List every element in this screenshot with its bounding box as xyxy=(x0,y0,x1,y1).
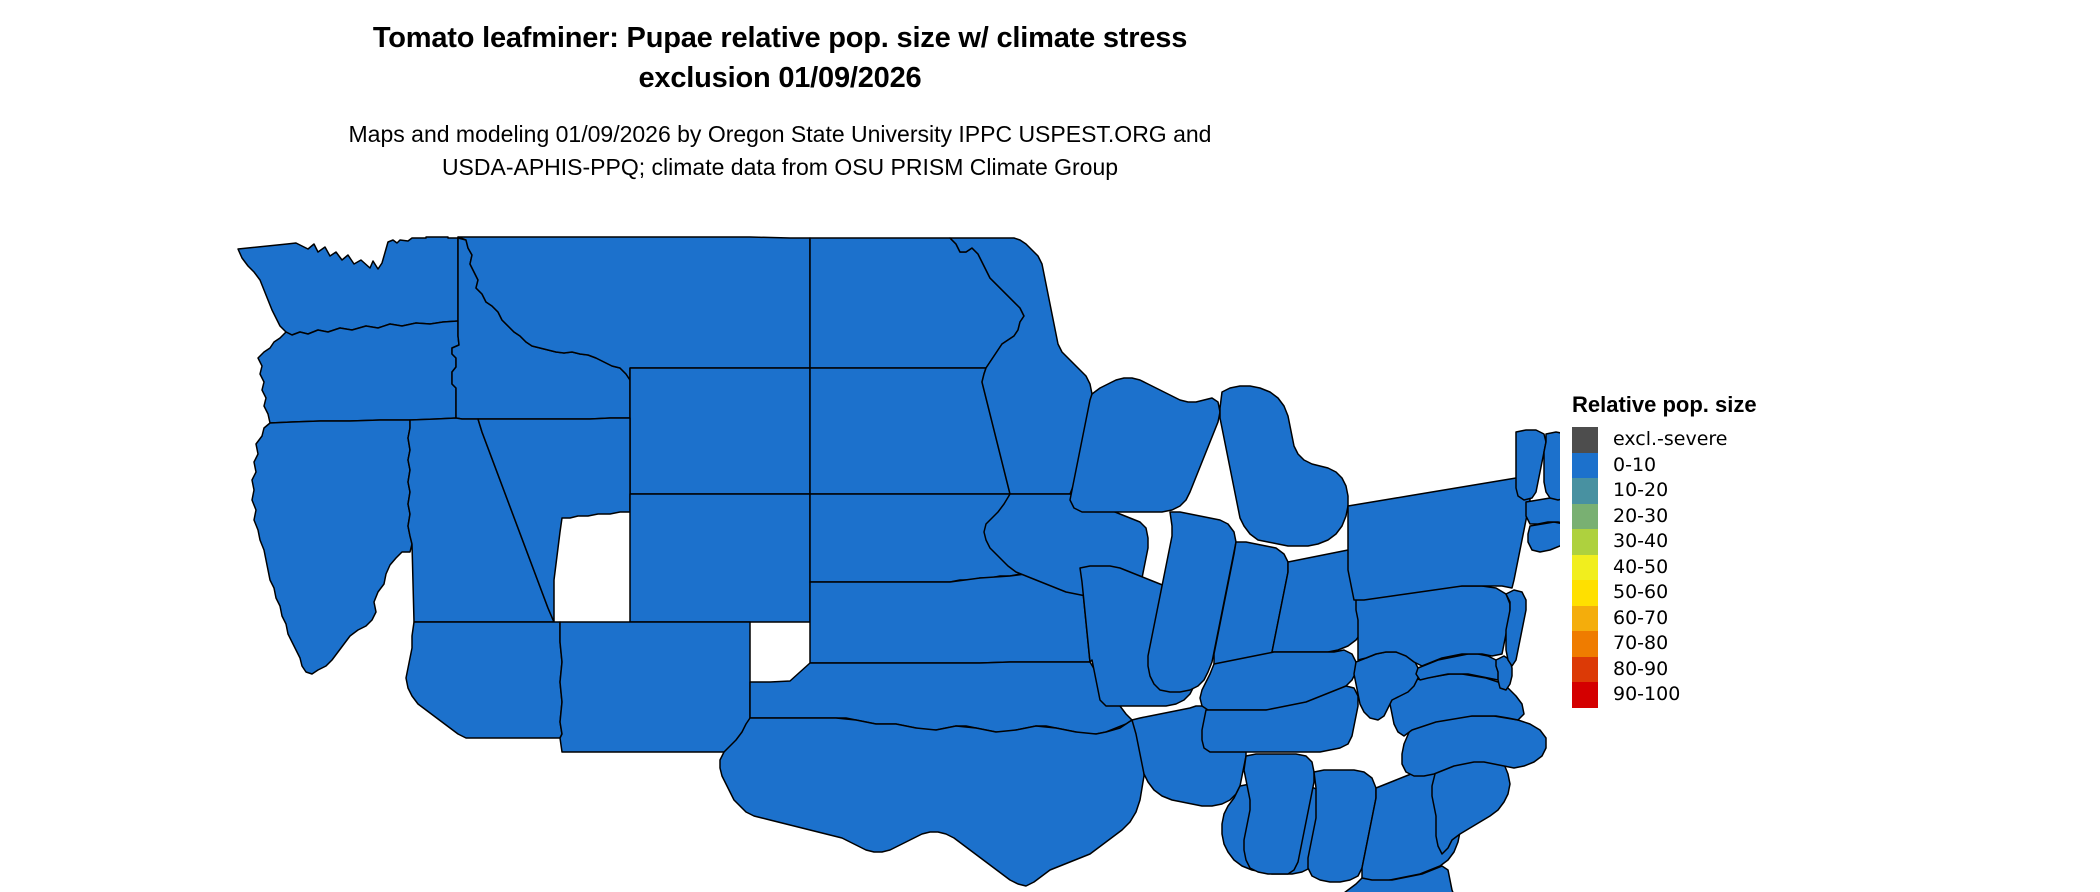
legend-swatch xyxy=(1572,478,1598,504)
state-washington[interactable]: Washington: 0-10 xyxy=(237,236,459,336)
state-montana[interactable]: Montana: 0-10 xyxy=(457,236,811,381)
state-alabama[interactable]: Alabama: 0-10 xyxy=(1307,769,1377,883)
legend-swatch xyxy=(1572,529,1598,555)
state-vermont[interactable]: Vermont: 0-10 xyxy=(1515,429,1547,501)
state-utah[interactable]: Utah: 0-10 xyxy=(477,417,631,623)
legend-row[interactable]: 10-20 xyxy=(1572,478,1992,504)
states-layer: Washington: 0-10Oregon: 0-10California: … xyxy=(237,236,1560,892)
legend-label: 10-20 xyxy=(1613,479,1669,501)
state-illinois[interactable]: Illinois: 0-10 xyxy=(1147,511,1237,693)
state-new-hampshire[interactable]: New Hampshire: 0-10 xyxy=(1543,431,1560,501)
state-wisconsin[interactable]: Wisconsin: 0-10 xyxy=(1069,377,1221,513)
page-title: Tomato leafminer: Pupae relative pop. si… xyxy=(372,22,1188,94)
state-california[interactable]: California: 0-10 xyxy=(251,419,413,675)
title-block: Tomato leafminer: Pupae relative pop. si… xyxy=(0,18,1560,98)
state-texas[interactable]: Texas: 0-10 xyxy=(719,717,1145,887)
state-wyoming[interactable]: Wyoming: 0-10 xyxy=(629,367,811,495)
legend-row[interactable]: 60-70 xyxy=(1572,605,1992,631)
legend-row[interactable]: 20-30 xyxy=(1572,503,1992,529)
page-subtitle: Maps and modeling 01/09/2026 by Oregon S… xyxy=(348,121,1212,180)
legend-row[interactable]: 0-10 xyxy=(1572,452,1992,478)
legend-row[interactable]: 90-100 xyxy=(1572,682,1992,708)
state-new-york[interactable]: New York: 0-10 xyxy=(1347,477,1531,601)
state-new-jersey[interactable]: New Jersey: 0-10 xyxy=(1505,589,1527,667)
legend-row[interactable]: 80-90 xyxy=(1572,656,1992,682)
state-massachusetts[interactable]: Massachusetts: 0-10 xyxy=(1525,494,1560,525)
us-map-svg[interactable]: Washington: 0-10Oregon: 0-10California: … xyxy=(230,222,1560,892)
legend-swatch xyxy=(1572,580,1598,606)
legend-swatch xyxy=(1572,682,1598,708)
state-minnesota[interactable]: Minnesota: 0-10 xyxy=(949,237,1093,495)
legend-swatch xyxy=(1572,427,1598,453)
legend-label: excl.-severe xyxy=(1613,428,1728,450)
state-mississippi[interactable]: Mississippi: 0-10 xyxy=(1243,753,1315,875)
state-michigan[interactable]: Michigan: 0-10 xyxy=(1219,385,1349,547)
legend-label: 30-40 xyxy=(1613,530,1669,552)
legend-swatch xyxy=(1572,605,1598,631)
legend-label: 70-80 xyxy=(1613,632,1669,654)
legend-label: 80-90 xyxy=(1613,657,1669,680)
subtitle-block: Maps and modeling 01/09/2026 by Oregon S… xyxy=(0,118,1560,184)
legend-row[interactable]: 30-40 xyxy=(1572,529,1992,555)
state-south-dakota[interactable]: South Dakota: 0-10 xyxy=(809,367,1011,495)
map-legend: Relative pop. size excl.-severe 0-10 10-20… xyxy=(1572,392,1992,708)
state-arizona[interactable]: Arizona: 0-10 xyxy=(405,621,563,739)
legend-label: 0-10 xyxy=(1613,453,1657,476)
legend-swatch xyxy=(1572,452,1598,478)
legend-row[interactable]: excl.-severe xyxy=(1572,427,1992,453)
legend-swatch xyxy=(1572,656,1598,682)
legend-swatch xyxy=(1572,503,1598,529)
legend-row[interactable]: 70-80 xyxy=(1572,631,1992,657)
state-oregon[interactable]: Oregon: 0-10 xyxy=(257,320,460,424)
legend-title: Relative pop. size xyxy=(1572,392,1757,417)
legend-label: 50-60 xyxy=(1613,581,1669,603)
state-new-mexico[interactable]: New Mexico: 0-10 xyxy=(559,621,751,753)
legend-label: 90-100 xyxy=(1613,683,1681,705)
state-colorado[interactable]: Colorado: 0-10 xyxy=(629,493,811,623)
legend-row[interactable]: 50-60 xyxy=(1572,580,1992,606)
us-choropleth-map[interactable]: Washington: 0-10Oregon: 0-10California: … xyxy=(230,222,1560,892)
legend-label: 60-70 xyxy=(1613,606,1669,629)
legend-swatch xyxy=(1572,631,1598,657)
state-connecticut[interactable]: Connecticut: 0-10 xyxy=(1527,521,1560,553)
legend-rows: excl.-severe 0-10 10-20 20-30 30-40 40-50 50-6… xyxy=(1572,427,1992,708)
legend-row[interactable]: 40-50 xyxy=(1572,554,1992,580)
legend-label: 20-30 xyxy=(1613,504,1669,527)
state-tennessee[interactable]: Tennessee: 0-10 xyxy=(1201,685,1359,753)
state-florida[interactable]: Florida: 0-10 xyxy=(1332,865,1496,892)
legend-swatch xyxy=(1572,554,1598,580)
legend-label: 40-50 xyxy=(1613,555,1669,578)
